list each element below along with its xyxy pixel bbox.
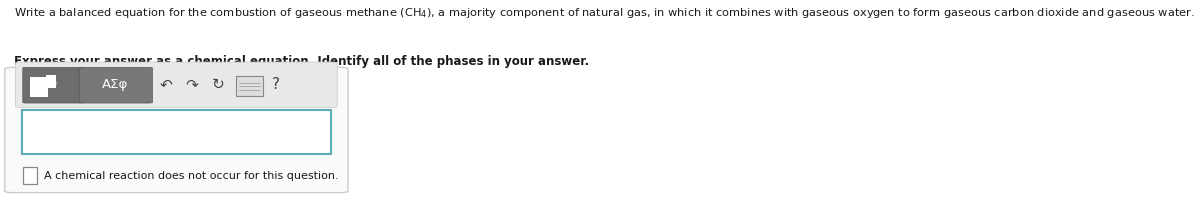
Bar: [23, 167, 37, 184]
FancyBboxPatch shape: [236, 76, 263, 96]
FancyBboxPatch shape: [22, 110, 331, 154]
FancyBboxPatch shape: [16, 62, 337, 107]
FancyBboxPatch shape: [79, 67, 152, 103]
FancyBboxPatch shape: [5, 67, 348, 193]
Bar: [46, 75, 56, 88]
Text: ↶: ↶: [160, 77, 172, 92]
Text: ?: ?: [272, 77, 280, 92]
Bar: [30, 77, 48, 97]
Text: ⇌: ⇌: [49, 80, 56, 90]
Text: Express your answer as a chemical equation. Identify all of the phases in your a: Express your answer as a chemical equati…: [14, 55, 589, 68]
Text: ↷: ↷: [186, 77, 198, 92]
Text: A chemical reaction does not occur for this question.: A chemical reaction does not occur for t…: [44, 171, 340, 181]
Text: Write a balanced equation for the combustion of gaseous methane ($\mathregular{C: Write a balanced equation for the combus…: [14, 6, 1195, 20]
Text: ☐: ☐: [242, 78, 254, 91]
FancyBboxPatch shape: [23, 67, 83, 103]
Text: AΣφ: AΣφ: [102, 78, 128, 91]
Text: ↻: ↻: [212, 77, 224, 92]
